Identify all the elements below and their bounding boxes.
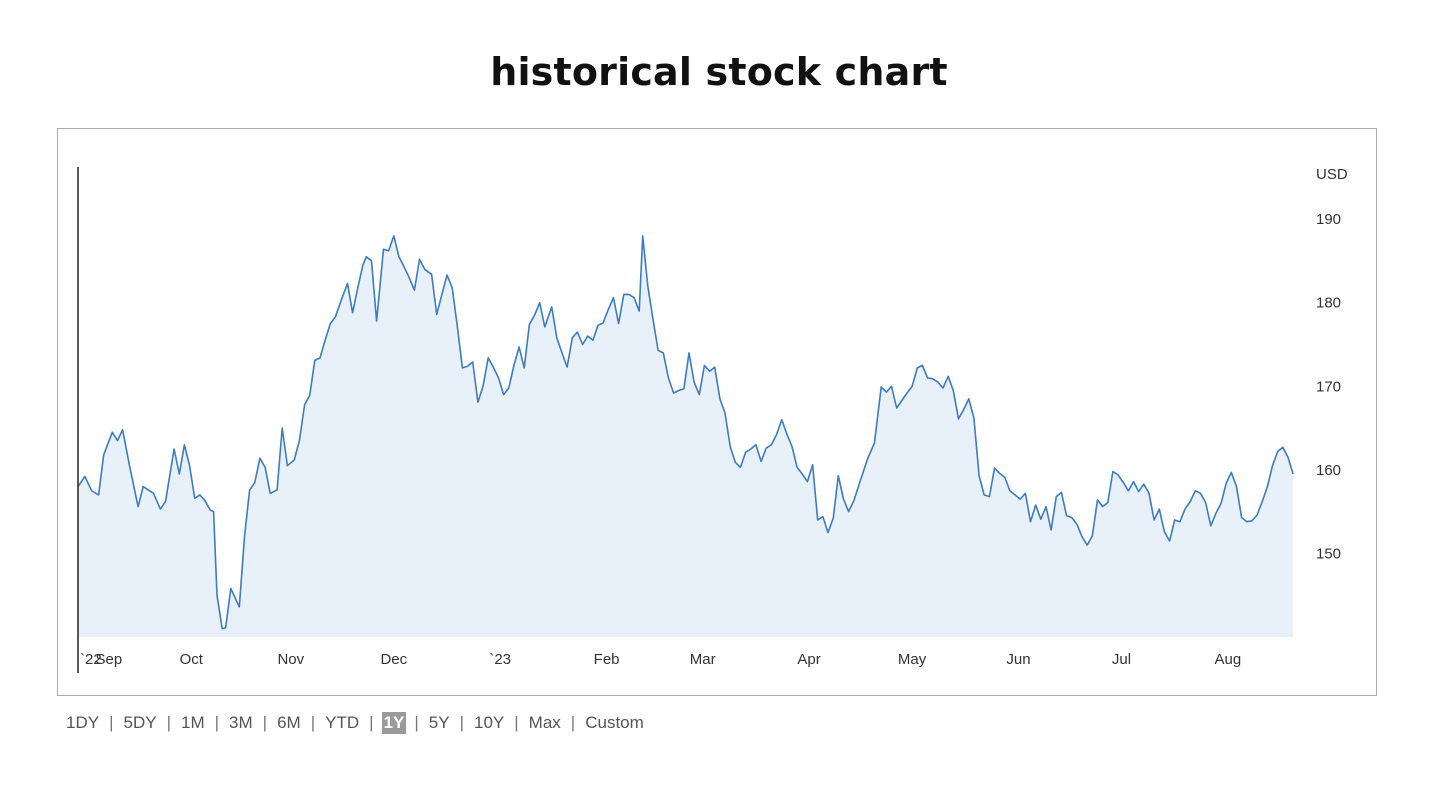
range-separator: |: [570, 713, 576, 732]
range-separator: |: [459, 713, 464, 732]
range-option-1dy[interactable]: 1DY: [66, 713, 100, 732]
x-tick-label: Sep: [96, 651, 123, 668]
range-separator: |: [214, 713, 220, 732]
currency-label: USD: [1316, 166, 1348, 183]
range-selector: 1DY | 5DY | 1M | 3M | 6M | YTD | 1Y | 5Y | 10Y | Max | Custo…: [64, 710, 646, 736]
range-option-3m[interactable]: 3M: [229, 713, 253, 732]
x-tick-label: `23: [489, 651, 511, 668]
range-option-1y[interactable]: 1Y: [381, 712, 407, 734]
x-tick-label: Aug: [1215, 651, 1242, 668]
range-option-5y[interactable]: 5Y: [428, 713, 450, 732]
range-separator: |: [514, 713, 519, 732]
range-option-max[interactable]: Max: [528, 713, 561, 732]
x-tick-label: Dec: [380, 651, 407, 668]
x-tick-label: Jun: [1006, 651, 1030, 668]
range-option-custom[interactable]: Custom: [585, 713, 644, 732]
y-tick-label: 180: [1316, 295, 1341, 312]
range-separator: |: [369, 713, 374, 732]
x-tick-label: Mar: [690, 651, 716, 668]
y-tick-label: 190: [1316, 211, 1341, 228]
x-tick-label: May: [898, 651, 927, 668]
y-tick-label: 170: [1316, 378, 1341, 395]
x-tick-label: Oct: [180, 651, 204, 668]
x-tick-label: Nov: [277, 651, 304, 668]
x-tick-label: Feb: [594, 651, 620, 668]
range-option-10y[interactable]: 10Y: [474, 713, 505, 732]
range-option-6m[interactable]: 6M: [277, 713, 301, 732]
x-tick-label: Jul: [1112, 651, 1131, 668]
range-separator: |: [262, 713, 268, 732]
x-tick-label: `22: [80, 651, 102, 668]
y-tick-label: 160: [1316, 462, 1341, 479]
price-area-fill: [78, 235, 1294, 637]
range-option-1m[interactable]: 1M: [181, 713, 205, 732]
page-title: historical stock chart: [490, 50, 948, 94]
range-option-5dy[interactable]: 5DY: [123, 713, 157, 732]
price-line[interactable]: [77, 235, 1294, 630]
range-separator: |: [109, 713, 114, 732]
range-separator: |: [310, 713, 316, 732]
range-separator: |: [166, 713, 171, 732]
range-separator: |: [414, 713, 419, 732]
range-option-ytd[interactable]: YTD: [325, 713, 360, 732]
chart-frame: USD 150 160 170 180 190 `22 Sep Oct Nov Dec `23 Feb M…: [57, 128, 1377, 696]
y-tick-label: 150: [1316, 545, 1341, 562]
x-tick-label: Apr: [797, 651, 820, 668]
